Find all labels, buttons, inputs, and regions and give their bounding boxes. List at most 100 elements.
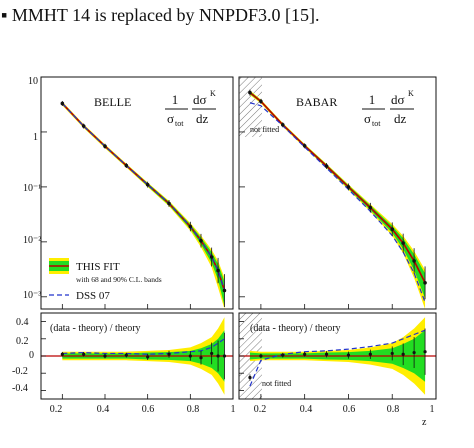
ratio-data-point [199, 356, 203, 360]
ratio-data-point [216, 354, 220, 358]
ratio-data-point [124, 353, 128, 357]
ratio-dss-line-babar [249, 329, 426, 387]
panel-babar-main [238, 76, 437, 310]
panel-label-belle: BELLE [94, 95, 131, 109]
formula-babar: 1 σ tot dσ K dz [362, 89, 414, 128]
data-point [390, 227, 395, 231]
ratio-label-belle: (data - theory) / theory [50, 323, 141, 334]
ratio-data-point [259, 354, 263, 358]
y-tick-labels-ratio: 0.4 0.2 0 -0.2 -0.4 [12, 317, 34, 394]
caption-fragment: ▪ MMHT 14 is replaced by NNPDF3.0 [15]. [1, 5, 320, 25]
not-fitted-label-bottom: not fitted [262, 379, 291, 388]
y-tick-label: 10⁻² [23, 235, 41, 246]
data-point [412, 259, 416, 263]
formula-belle: 1 σ tot dσ K dz [165, 89, 216, 128]
formula-dz: dz [394, 111, 407, 126]
panel-label-babar: BABAR [296, 95, 337, 109]
caption-line: ▪ MMHT 14 is replaced by NNPDF3.0 [15]. [0, 0, 474, 28]
formula-sigma: σ [364, 111, 371, 126]
data-point [423, 280, 427, 285]
data-point [60, 101, 65, 106]
x-tick-label: 0.2 [254, 404, 267, 415]
data-point [302, 143, 307, 148]
formula-sigma-sub: tot [175, 119, 184, 128]
y-tick-label: 1 [33, 132, 38, 143]
y-tick-label: 10⁻¹ [23, 183, 41, 194]
x-tick-label: 0.6 [343, 404, 356, 415]
formula-numerator-one: 1 [369, 92, 376, 107]
panel-belle-main [40, 76, 234, 310]
data-point [401, 241, 405, 245]
ratio-data-point [248, 375, 252, 380]
y-tick-label: -0.4 [12, 383, 28, 394]
data-point [222, 288, 227, 293]
data-point [280, 122, 285, 127]
ratio-data-point [368, 352, 372, 356]
data-point [209, 255, 214, 259]
formula-numerator-one: 1 [172, 92, 179, 107]
x-tick-label: 0.6 [142, 404, 155, 415]
x-tick-labels-belle: 0.2 0.4 0.6 0.8 1 [50, 404, 236, 415]
y-tick-label: -0.2 [12, 366, 28, 377]
ratio-data-point [303, 352, 307, 356]
ratio-data-point [390, 351, 394, 356]
data-point [259, 99, 263, 104]
x-tick-label: 0.4 [97, 404, 110, 415]
ratio-data-point [401, 352, 405, 356]
formula-sigma-sub: tot [372, 119, 381, 128]
y-tick-label: 0.4 [16, 317, 29, 328]
y-tick-label: 10 [28, 76, 38, 87]
formula-dsigma: dσ [391, 92, 405, 107]
x-tick-label: 1 [231, 404, 236, 415]
ratio-data-point [423, 350, 427, 354]
data-point [81, 124, 86, 128]
ratio-label-babar: (data - theory) / theory [250, 323, 341, 334]
formula-sup: K [210, 89, 216, 98]
formula-dz: dz [196, 111, 209, 126]
legend-bands-label: with 68 and 90% C.L. bands [76, 275, 162, 284]
data-point [199, 238, 203, 243]
ratio-data-point [210, 351, 214, 356]
y-tick-label: 10⁻³ [23, 290, 41, 301]
data-point [145, 182, 150, 187]
formula-dsigma: dσ [193, 92, 207, 107]
x-tick-label: 0.8 [387, 404, 400, 415]
formula-sigma: σ [167, 111, 174, 126]
x-tick-label: 0.8 [187, 404, 200, 415]
ratio-data-point [188, 354, 192, 358]
ratio-data-point [103, 354, 107, 358]
x-tick-labels-babar: 0.2 0.4 0.6 0.8 1 [254, 404, 435, 415]
data-point [346, 185, 351, 189]
ratio-data-point [167, 352, 171, 356]
ratio-data-point [346, 353, 351, 357]
x-tick-label: 0.2 [50, 404, 63, 415]
not-fitted-label-top: not fitted [250, 125, 279, 134]
data-point [324, 164, 329, 168]
ratio-data-point [82, 352, 86, 356]
x-tick-label: 0.4 [300, 404, 313, 415]
ratio-data-point [146, 355, 150, 359]
ratio-data-point [281, 353, 285, 357]
legend-fit-label: THIS FIT [76, 261, 120, 273]
data-point [216, 268, 220, 273]
y-tick-label: 0.2 [16, 336, 29, 347]
y-tick-labels-main: 10 1 10⁻¹ 10⁻² 10⁻³ [23, 76, 41, 301]
data-point [167, 201, 171, 206]
not-fitted-hatch-top [239, 77, 262, 137]
data-point [124, 163, 129, 168]
data-point [248, 90, 252, 95]
data-point [103, 144, 107, 149]
ratio-data-point [324, 352, 329, 356]
x-axis-label: z [422, 417, 427, 428]
y-tick-label: 0 [29, 350, 34, 361]
ratio-data-point [412, 350, 416, 355]
ratio-data-point [60, 352, 64, 356]
data-point [188, 224, 193, 229]
legend: THIS FIT with 68 and 90% C.L. bands DSS … [49, 258, 162, 302]
legend-dss-label: DSS 07 [76, 290, 110, 302]
ratio-data-point [222, 354, 227, 358]
x-tick-label: 1 [430, 404, 435, 415]
formula-sup: K [408, 89, 414, 98]
data-point [368, 205, 373, 210]
